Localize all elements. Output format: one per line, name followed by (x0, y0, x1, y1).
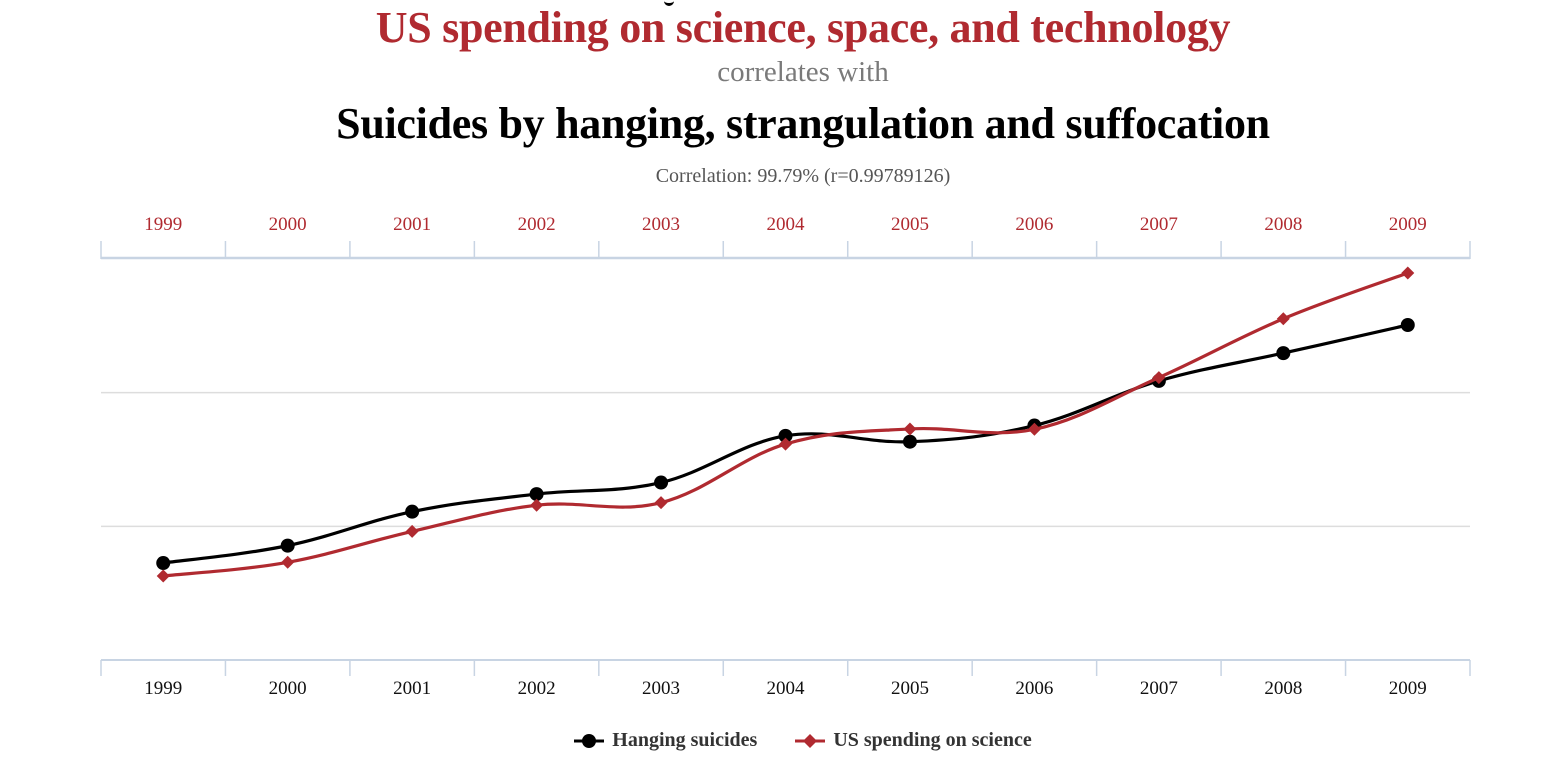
top-axis-tick-label: 2007 (1140, 214, 1178, 235)
bottom-axis-tick-label: 2001 (393, 678, 431, 699)
top-axis-tick-label: 2004 (767, 214, 806, 235)
data-point-hanging-suicides (280, 538, 295, 553)
data-point-hanging-suicides (156, 556, 171, 571)
bottom-axis-tick-label: 2008 (1264, 678, 1302, 699)
chart-title-secondary: Suicides by hanging, strangulation and s… (336, 99, 1270, 148)
bottom-axis-tick-label: 2003 (642, 678, 680, 699)
data-point-hanging-suicides (405, 504, 420, 519)
data-point-hanging-suicides (529, 487, 544, 502)
legend: Hanging suicides US spending on science (0, 729, 1568, 752)
bottom-axis-tick-label: 2007 (1140, 678, 1178, 699)
data-point-hanging-suicides (1276, 346, 1291, 361)
data-point-us-spending (1401, 266, 1415, 280)
data-point-us-spending (1152, 371, 1166, 385)
data-point-hanging-suicides (902, 434, 917, 449)
top-axis-tick-label: 2001 (393, 214, 431, 235)
bottom-axis-tick-label: 2006 (1015, 678, 1053, 699)
top-axis-tick-label: 2009 (1389, 214, 1427, 235)
top-axis-tick-label: 1999 (144, 214, 182, 235)
legend-item-hanging-suicides[interactable]: Hanging suicides (574, 729, 757, 752)
chart-title-primary: US spending on science, space, and techn… (375, 3, 1231, 52)
data-point-hanging-suicides (1400, 318, 1415, 333)
top-axis-tick-label: 2008 (1264, 214, 1302, 235)
data-point-us-spending (779, 437, 792, 451)
bottom-axis-tick-label: 2004 (767, 678, 806, 699)
series-line-us-spending (161, 271, 1410, 578)
data-point-us-spending (530, 498, 544, 512)
data-point-us-spending (1027, 422, 1041, 436)
data-point-hanging-suicides (654, 475, 669, 490)
top-axis-tick-label: 2005 (891, 214, 929, 235)
circle-marker-icon (574, 733, 605, 748)
top-axis-tick-label: 2006 (1015, 214, 1053, 235)
correlation-label: Correlation: 99.79% (r=0.99789126) (655, 165, 951, 187)
bottom-axis-tick-label: 2002 (518, 678, 556, 699)
legend-label: US spending on science (833, 729, 1032, 751)
data-point-us-spending (1276, 312, 1290, 326)
chart-connector-text: correlates with (717, 56, 889, 88)
diamond-marker-icon (795, 733, 826, 748)
bottom-axis-tick-label: 2005 (891, 678, 929, 699)
bottom-axis-tick-label: 2009 (1389, 678, 1427, 699)
data-point-hanging-suicides (778, 428, 793, 443)
top-axis-tick-label: 2000 (269, 214, 307, 235)
legend-label: Hanging suicides (612, 729, 758, 751)
data-point-us-spending (156, 569, 170, 583)
top-axis-tick-label: 2003 (642, 214, 680, 235)
top-axis-tick-label: 2002 (518, 214, 556, 235)
bottom-axis-tick-label: 1999 (144, 678, 182, 699)
data-point-us-spending (654, 496, 668, 510)
data-point-us-spending (281, 555, 295, 569)
data-point-us-spending (903, 422, 917, 436)
bottom-axis-tick-label: 2000 (269, 678, 307, 699)
clipped-heading-fragment (664, 0, 674, 6)
data-point-us-spending (405, 524, 419, 538)
legend-item-us-spending[interactable]: US spending on science (795, 729, 1032, 752)
